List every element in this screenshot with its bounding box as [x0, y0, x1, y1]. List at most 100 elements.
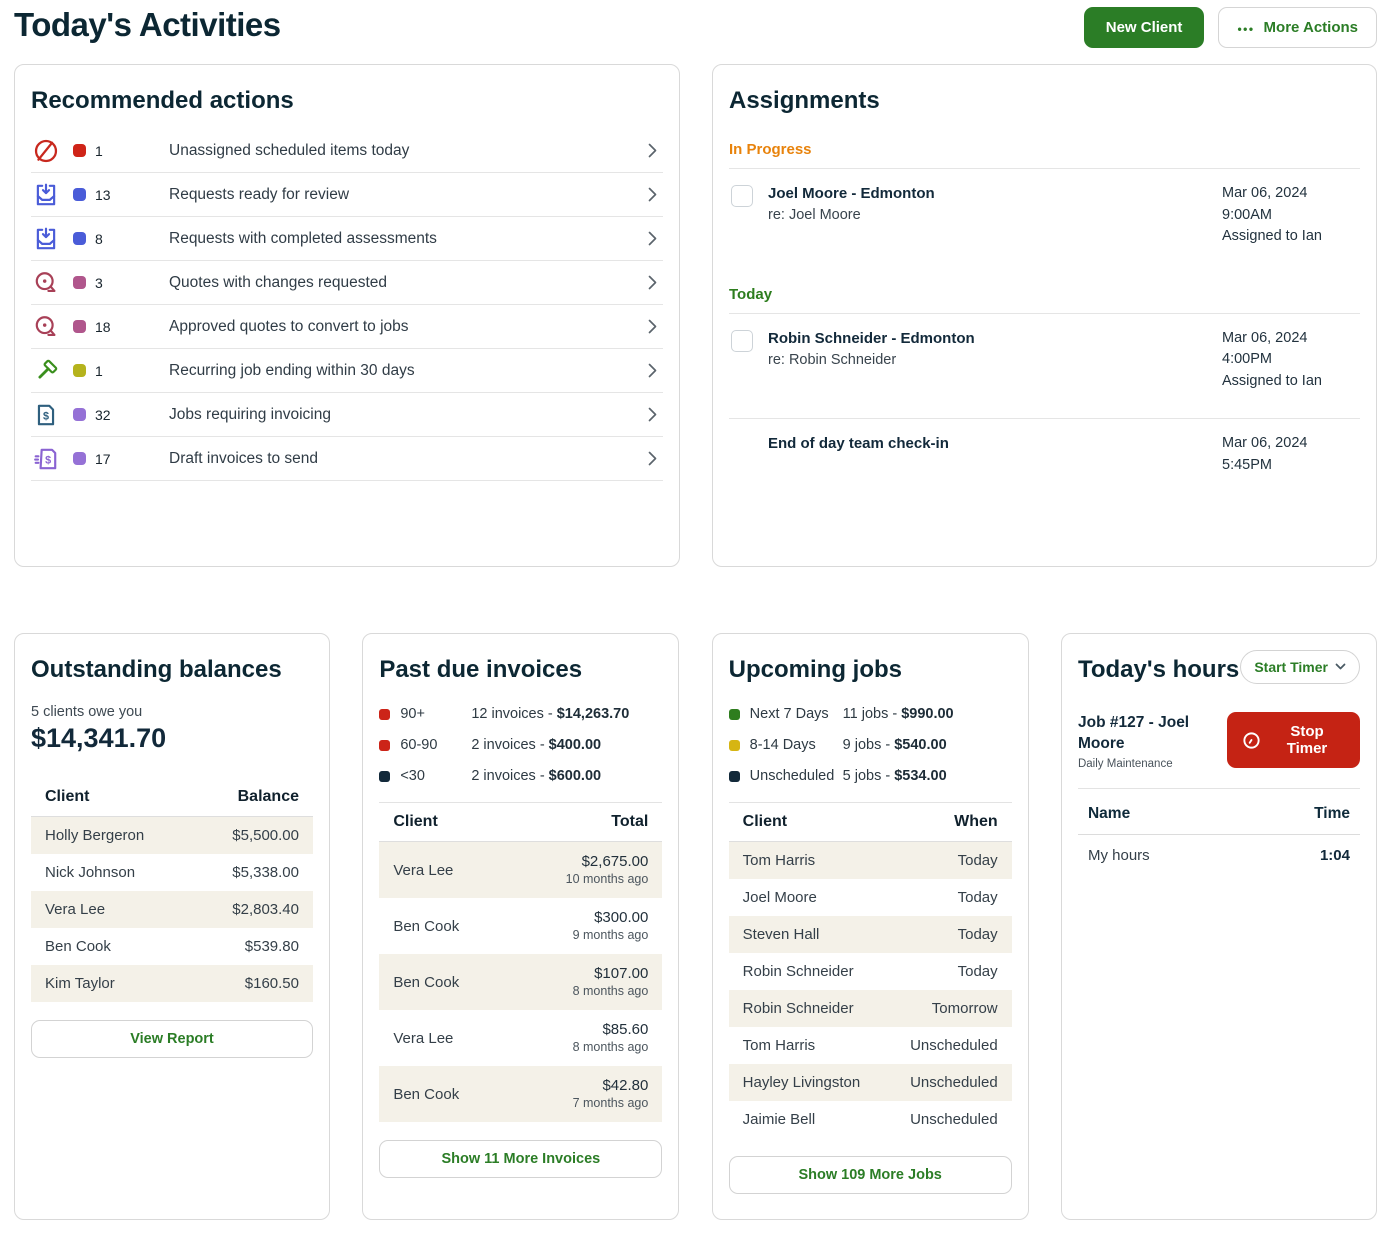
- recommended-action-row[interactable]: $ 32 Jobs requiring invoicing: [31, 393, 663, 437]
- client-name: Robin Schneider: [743, 963, 854, 980]
- invoice-row[interactable]: Ben Cook $107.00 8 months ago: [379, 954, 662, 1010]
- assignment-row[interactable]: End of day team check-in Mar 06, 2024 5:…: [729, 418, 1360, 502]
- assignment-row[interactable]: Robin Schneider - Edmonton re: Robin Sch…: [729, 314, 1360, 419]
- invoice-icon: $: [33, 402, 59, 428]
- client-balance: $539.80: [245, 938, 299, 955]
- assignment-section: In Progress Joel Moore - Edmonton re: Jo…: [729, 129, 1360, 274]
- past-due-title: Past due invoices: [379, 656, 662, 684]
- invoice-row[interactable]: Ben Cook $300.00 9 months ago: [379, 898, 662, 954]
- invoice-row[interactable]: Ben Cook $42.80 7 months ago: [379, 1066, 662, 1122]
- legend-dot: [729, 740, 740, 751]
- start-timer-label: Start Timer: [1254, 659, 1328, 675]
- job-row[interactable]: Steven Hall Today: [729, 916, 1012, 953]
- view-report-button[interactable]: View Report: [31, 1020, 313, 1058]
- legend-text: 12 invoices -: [471, 706, 552, 722]
- badge-swatch: [73, 408, 86, 421]
- legend-row: Next 7 Days 11 jobs - $990.00: [729, 706, 1012, 722]
- col-client: Client: [45, 788, 89, 806]
- col-client: Client: [393, 813, 437, 831]
- invoices-table-header: Client Total: [379, 803, 662, 842]
- show-more-jobs-button[interactable]: Show 109 More Jobs: [729, 1156, 1012, 1194]
- outstanding-balances-title: Outstanding balances: [31, 656, 313, 684]
- count-badge: 1: [73, 143, 169, 159]
- recommended-action-row[interactable]: 1 Unassigned scheduled items today: [31, 129, 663, 173]
- assignment-meta: Mar 06, 2024 4:00PM Assigned to Ian: [1222, 328, 1360, 393]
- legend-label: 60-90: [400, 737, 471, 753]
- recommended-action-row[interactable]: 13 Requests ready for review: [31, 173, 663, 217]
- past-due-invoices-card: Past due invoices 90+ 12 invoices - $14,…: [362, 633, 679, 1220]
- balance-row[interactable]: Vera Lee $2,803.40: [31, 891, 313, 928]
- client-name: Nick Johnson: [45, 864, 135, 881]
- svg-text:$: $: [43, 410, 49, 422]
- client-balance: $2,803.40: [232, 901, 299, 918]
- show-more-invoices-button[interactable]: Show 11 More Invoices: [379, 1140, 662, 1178]
- assignment-checkbox[interactable]: [731, 185, 753, 207]
- hours-table-header: Name Time: [1078, 789, 1360, 835]
- job-when: Today: [958, 852, 998, 869]
- job-row[interactable]: Hayley Livingston Unscheduled: [729, 1064, 1012, 1101]
- recommended-action-row[interactable]: 18 Approved quotes to convert to jobs: [31, 305, 663, 349]
- job-row[interactable]: Robin Schneider Tomorrow: [729, 990, 1012, 1027]
- client-name: Ben Cook: [45, 938, 111, 955]
- assignment-checkbox[interactable]: [731, 330, 753, 352]
- unassigned-icon: [33, 138, 59, 164]
- recommended-action-row[interactable]: 8 Requests with completed assessments: [31, 217, 663, 261]
- balance-row[interactable]: Nick Johnson $5,338.00: [31, 854, 313, 891]
- todays-hours-title: Today's hours: [1078, 656, 1239, 684]
- more-actions-button[interactable]: ••• More Actions: [1218, 7, 1377, 48]
- todays-hours-card: Today's hours Start Timer Job #127 - Joe…: [1061, 633, 1377, 1220]
- job-row[interactable]: Tom Harris Unscheduled: [729, 1027, 1012, 1064]
- balance-row[interactable]: Kim Taylor $160.50: [31, 965, 313, 1002]
- chevron-right-icon: [648, 319, 657, 334]
- client-name: Kim Taylor: [45, 975, 115, 992]
- assignment-row[interactable]: Joel Moore - Edmonton re: Joel Moore Mar…: [729, 169, 1360, 274]
- col-total: Total: [611, 813, 648, 831]
- chevron-right-icon: [648, 407, 657, 422]
- assignment-meta: Mar 06, 2024 5:45PM: [1222, 433, 1360, 476]
- hammer-icon: [33, 358, 59, 384]
- invoice-row[interactable]: Vera Lee $2,675.00 10 months ago: [379, 842, 662, 898]
- client-name: Ben Cook: [393, 1086, 459, 1103]
- count-badge: 13: [73, 187, 169, 203]
- legend-amount: $14,263.70: [557, 706, 630, 722]
- invoice-amount: $300.00: [573, 908, 649, 927]
- invoice-meta: $85.60 8 months ago: [573, 1020, 649, 1056]
- count-badge: 18: [73, 319, 169, 335]
- count-badge: 8: [73, 231, 169, 247]
- client-balance: $160.50: [245, 975, 299, 992]
- legend-text: 11 jobs -: [843, 706, 898, 722]
- start-timer-button[interactable]: Start Timer: [1240, 650, 1360, 684]
- job-row[interactable]: Robin Schneider Today: [729, 953, 1012, 990]
- assignment-assignee: Assigned to Ian: [1222, 226, 1360, 248]
- jobs-table: Tom Harris Today Joel Moore Today Steven…: [729, 842, 1012, 1138]
- upcoming-jobs-legend: Next 7 Days 11 jobs - $990.00 8-14 Days …: [729, 706, 1012, 784]
- action-label: Quotes with changes requested: [169, 274, 648, 292]
- balance-row[interactable]: Ben Cook $539.80: [31, 928, 313, 965]
- job-row[interactable]: Tom Harris Today: [729, 842, 1012, 879]
- client-name: Vera Lee: [393, 1030, 453, 1047]
- legend-text: 2 invoices -: [471, 737, 544, 753]
- ellipsis-icon: •••: [1237, 22, 1254, 36]
- new-client-button[interactable]: New Client: [1084, 7, 1205, 48]
- invoice-row[interactable]: Vera Lee $85.60 8 months ago: [379, 1010, 662, 1066]
- recommended-action-row[interactable]: $ 17 Draft invoices to send: [31, 437, 663, 481]
- legend-dot: [379, 771, 390, 782]
- invoice-meta: $42.80 7 months ago: [573, 1076, 649, 1112]
- upcoming-jobs-card: Upcoming jobs Next 7 Days 11 jobs - $990…: [712, 633, 1029, 1220]
- job-row[interactable]: Joel Moore Today: [729, 879, 1012, 916]
- recommended-action-row[interactable]: 3 Quotes with changes requested: [31, 261, 663, 305]
- invoice-age: 8 months ago: [573, 1039, 649, 1056]
- invoice-amount: $85.60: [573, 1020, 649, 1039]
- client-name: Vera Lee: [393, 862, 453, 879]
- stop-timer-button[interactable]: Stop Timer: [1227, 712, 1360, 768]
- hours-time: 1:04: [1320, 847, 1350, 864]
- balance-row[interactable]: Holly Bergeron $5,500.00: [31, 817, 313, 854]
- job-row[interactable]: Jaimie Bell Unscheduled: [729, 1101, 1012, 1138]
- invoice-meta: $2,675.00 10 months ago: [566, 852, 649, 888]
- page-title: Today's Activities: [14, 6, 281, 44]
- client-name: Hayley Livingston: [743, 1074, 861, 1091]
- recommended-action-row[interactable]: 1 Recurring job ending within 30 days: [31, 349, 663, 393]
- assignment-main: Robin Schneider - Edmonton re: Robin Sch…: [768, 328, 1222, 393]
- action-label: Requests ready for review: [169, 186, 648, 204]
- count-badge: 17: [73, 451, 169, 467]
